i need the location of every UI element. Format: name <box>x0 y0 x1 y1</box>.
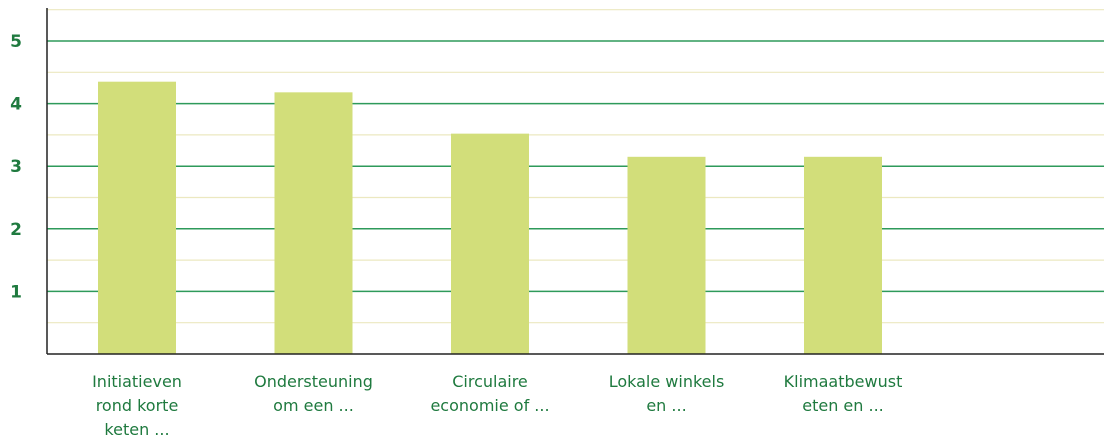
x-category-label: Ondersteuning om een ... <box>254 372 373 415</box>
y-tick-label: 1 <box>10 282 22 302</box>
x-category-label: Lokale winkels en ... <box>609 372 725 415</box>
bars <box>98 81 882 354</box>
x-category-label: Klimaatbewust eten en ... <box>784 372 903 415</box>
bar <box>98 81 176 354</box>
bar <box>804 156 882 354</box>
axes <box>46 8 1104 355</box>
y-tick-label: 2 <box>10 220 22 240</box>
x-category-labels: Initiatieven rond korte keten ... Ondersteu… <box>92 372 902 439</box>
x-category-label: Circulaire economie of ... <box>430 372 549 415</box>
bar <box>274 92 353 354</box>
y-tick-label: 4 <box>10 95 22 115</box>
bar <box>627 156 706 354</box>
bar <box>451 133 529 354</box>
x-category-label: Initiatieven rond korte keten ... <box>92 372 182 439</box>
y-tick-labels: 1 2 3 4 5 <box>10 32 22 302</box>
y-tick-label: 3 <box>10 157 22 177</box>
grid-lines <box>47 9 1104 324</box>
y-tick-label: 5 <box>10 32 22 52</box>
